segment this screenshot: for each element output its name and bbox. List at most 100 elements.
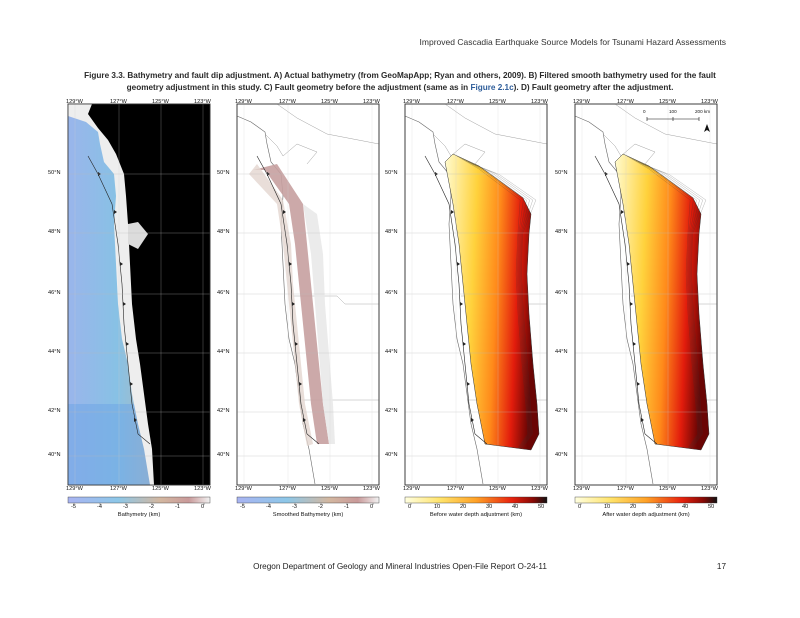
lat-tick: 48°N xyxy=(385,229,398,235)
lat-tick: 42°N xyxy=(385,408,398,414)
lon-tick-top: 127°W xyxy=(110,99,127,105)
lon-tick-top: 127°W xyxy=(279,99,296,105)
page-number: 17 xyxy=(716,562,726,571)
lon-tick-top: 127°W xyxy=(617,99,634,105)
colorbar-tick: 0 xyxy=(578,504,582,510)
lat-tick: 44°N xyxy=(217,349,230,355)
scale-bar-label: 200 km xyxy=(695,109,711,114)
lon-tick-top: 123°W xyxy=(531,99,548,105)
lon-tick-bottom: 127°W xyxy=(617,486,634,492)
lon-tick-top: 125°W xyxy=(489,99,506,105)
lon-tick-top: 123°W xyxy=(701,99,718,105)
footer-report-title: Oregon Department of Geology and Mineral… xyxy=(253,562,547,571)
colorbar-title: Before water depth adjustment (km) xyxy=(429,512,523,518)
colorbar-tick: 20 xyxy=(630,504,637,510)
lat-tick: 40°N xyxy=(217,452,230,458)
colorbar-tick: 0 xyxy=(370,504,374,510)
lat-tick: 44°N xyxy=(48,349,61,355)
lon-tick-top: 123°W xyxy=(194,99,211,105)
colorbar-tick: -1 xyxy=(175,504,180,510)
lat-tick: 42°N xyxy=(217,408,230,414)
colorbar-tick: -3 xyxy=(123,504,128,510)
map-svg-a xyxy=(67,103,211,505)
lat-tick: 44°N xyxy=(555,349,568,355)
colorbar-tick: 50 xyxy=(708,504,715,510)
lat-tick: 40°N xyxy=(48,452,61,458)
colorbar-tick: -5 xyxy=(240,504,245,510)
lat-tick: 50°N xyxy=(385,170,398,176)
lat-tick: 46°N xyxy=(555,290,568,296)
lon-tick-bottom: 127°W xyxy=(447,486,464,492)
lon-tick-bottom: 123°W xyxy=(701,486,718,492)
colorbar-tick: -4 xyxy=(266,504,271,510)
lon-tick-top: 125°W xyxy=(659,99,676,105)
lat-tick: 46°N xyxy=(217,290,230,296)
colorbar-tick: -1 xyxy=(344,504,349,510)
colorbar-tick: 0 xyxy=(408,504,412,510)
lon-tick-bottom: 123°W xyxy=(531,486,548,492)
lat-tick: 50°N xyxy=(48,170,61,176)
lat-tick: 50°N xyxy=(555,170,568,176)
colorbar-title: Smoothed Bathymetry (km) xyxy=(272,512,344,518)
lat-tick: 40°N xyxy=(555,452,568,458)
colorbar-title: After water depth adjustment (km) xyxy=(602,512,690,518)
lon-tick-top: 129°W xyxy=(573,99,590,105)
map-panel-b: 129°W 129°W 127°W 127°W 125°W 125°W 123°W 123°W… xyxy=(199,99,380,530)
lon-tick-top: 129°W xyxy=(235,99,252,105)
lon-tick-top: 125°W xyxy=(152,99,169,105)
colorbar-tick: 10 xyxy=(604,504,611,510)
colorbar-tick: 30 xyxy=(656,504,663,510)
lat-tick: 50°N xyxy=(217,170,230,176)
lat-tick: 48°N xyxy=(48,229,61,235)
colorbar-tick: 10 xyxy=(434,504,441,510)
lon-tick-bottom: 129°W xyxy=(66,486,83,492)
lon-tick-bottom: 125°W xyxy=(152,486,169,492)
map-panel-c: 129°W 129°W 127°W 127°W 125°W 125°W 123°W 123°W… xyxy=(367,99,548,530)
lon-tick-top: 127°W xyxy=(447,99,464,105)
lat-tick: 48°N xyxy=(217,229,230,235)
colorbar-tick: 20 xyxy=(460,504,467,510)
colorbar-tick: -4 xyxy=(97,504,102,510)
lat-tick: 48°N xyxy=(555,229,568,235)
lat-tick: 40°N xyxy=(385,452,398,458)
map-svg-b xyxy=(236,103,380,505)
map-svg-d xyxy=(574,103,718,505)
map-svg-c xyxy=(404,103,548,505)
lon-tick-bottom: 129°W xyxy=(403,486,420,492)
colorbar-tick: -3 xyxy=(292,504,297,510)
scale-bar-label: 0 xyxy=(643,109,646,114)
lat-tick: 42°N xyxy=(48,408,61,414)
colorbar-tick: 50 xyxy=(538,504,545,510)
figure-reference-link[interactable]: Figure 2.1c xyxy=(470,83,514,92)
lon-tick-bottom: 123°W xyxy=(194,486,211,492)
scale-bar-label: 100 xyxy=(669,109,677,114)
map-panel-d: 0 100 200 km 129°W 129°W 127°W 127°W 125°W 125°W… xyxy=(537,99,718,530)
map-panel-a: 129°W 129°W 127°W 127°W 125°W 125°W 123°W 123°W… xyxy=(30,99,211,530)
figure-caption: Figure 3.3. Bathymetry and fault dip adj… xyxy=(74,70,726,94)
colorbar-tick: 0 xyxy=(201,504,205,510)
lon-tick-bottom: 125°W xyxy=(321,486,338,492)
colorbar-tick: 30 xyxy=(486,504,493,510)
lon-tick-bottom: 127°W xyxy=(110,486,127,492)
colorbar-title: Bathymetry (km) xyxy=(117,512,161,518)
colorbar-tick: 40 xyxy=(682,504,689,510)
lon-tick-top: 125°W xyxy=(321,99,338,105)
caption-text-2: ). D) Fault geometry after the adjustmen… xyxy=(513,83,674,92)
lon-tick-bottom: 129°W xyxy=(235,486,252,492)
lon-tick-bottom: 123°W xyxy=(363,486,380,492)
colorbar-tick: -5 xyxy=(71,504,76,510)
lat-tick: 44°N xyxy=(385,349,398,355)
caption-text-1: Figure 3.3. Bathymetry and fault dip adj… xyxy=(84,71,716,92)
lat-tick: 46°N xyxy=(385,290,398,296)
lon-tick-bottom: 127°W xyxy=(279,486,296,492)
lon-tick-bottom: 129°W xyxy=(573,486,590,492)
colorbar-tick: -2 xyxy=(149,504,154,510)
colorbar-tick: -2 xyxy=(318,504,323,510)
lat-tick: 42°N xyxy=(555,408,568,414)
lon-tick-bottom: 125°W xyxy=(659,486,676,492)
lon-tick-top: 129°W xyxy=(403,99,420,105)
lon-tick-top: 129°W xyxy=(66,99,83,105)
lat-tick: 46°N xyxy=(48,290,61,296)
colorbar-tick: 40 xyxy=(512,504,519,510)
lon-tick-bottom: 125°W xyxy=(489,486,506,492)
